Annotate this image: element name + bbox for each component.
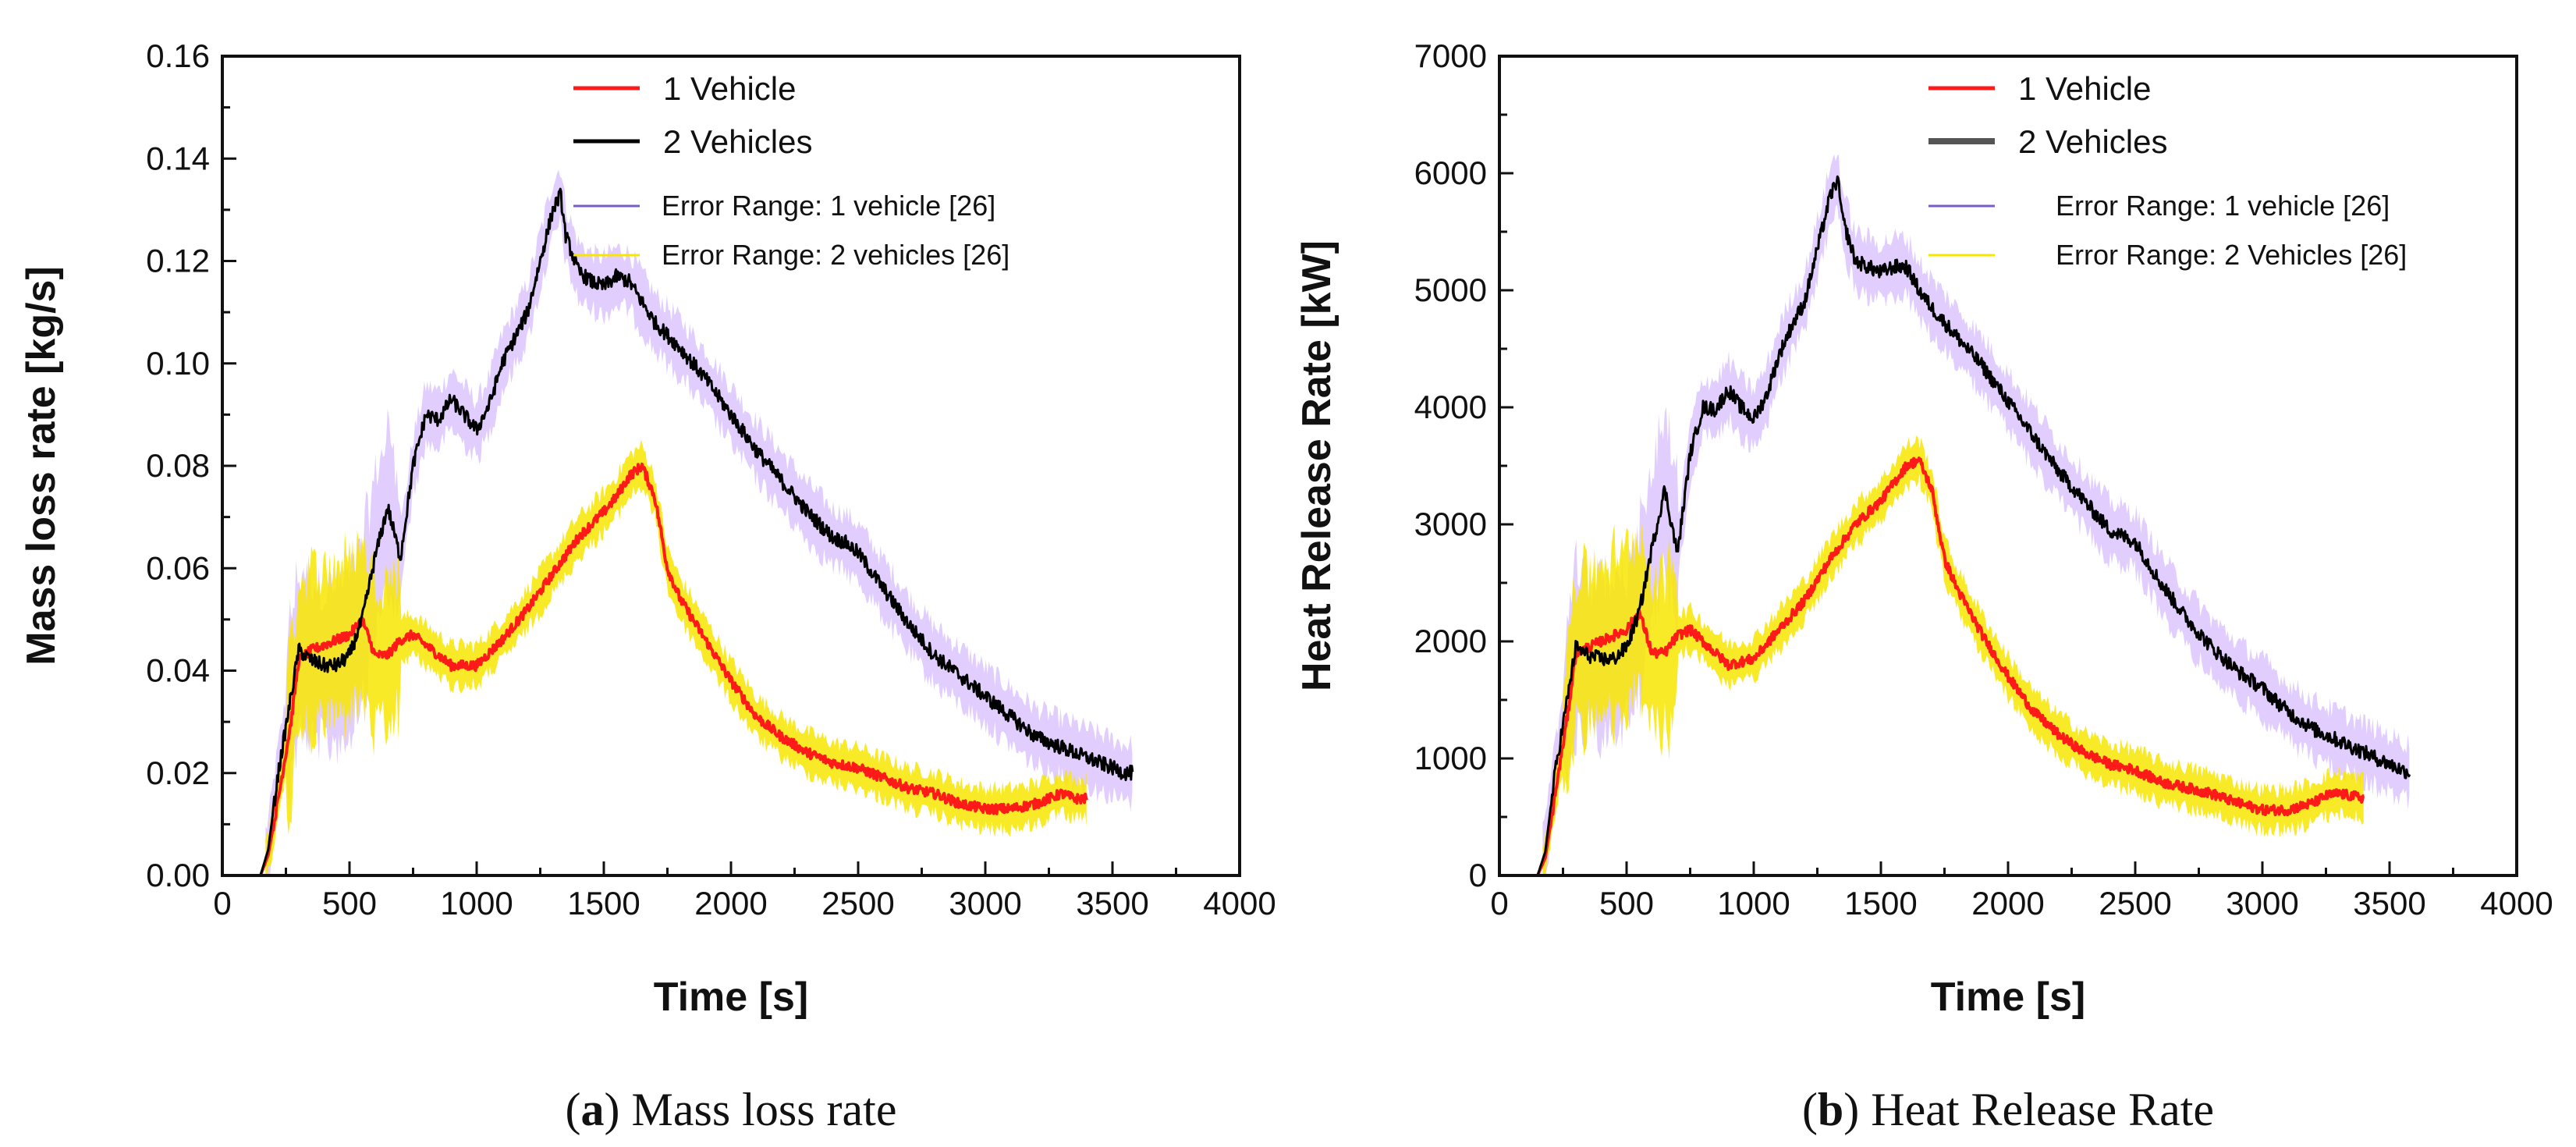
legend-label-2vehicles-b: 2 Vehicles — [2018, 123, 2167, 160]
error-band-1vehicle-b — [1542, 435, 2364, 875]
x-tick-label: 2000 — [694, 885, 767, 922]
y-tick-label: 0.10 — [146, 345, 210, 382]
x-tick-label: 4000 — [2480, 885, 2553, 922]
y-tick-label: 0 — [1469, 857, 1487, 893]
x-tick-label: 1000 — [440, 885, 513, 922]
legend-label-1vehicle-a: 1 Vehicle — [663, 70, 796, 107]
x-tick-label: 3000 — [949, 885, 1021, 922]
legend-a: 1 Vehicle 2 Vehicles Error Range: 1 vehi… — [573, 70, 1009, 271]
x-tick-label: 3000 — [2226, 885, 2298, 922]
caption-text-b: ) Heat Release Rate — [1843, 1084, 2214, 1135]
y-tick-label: 1000 — [1414, 740, 1487, 776]
ticks-a: 0 500 1000 1500 2000 2500 3000 3500 4000 0.00 0.02… — [146, 37, 1276, 922]
data-lines-a — [222, 187, 1134, 877]
x-tick-label: 1500 — [1844, 885, 1917, 922]
legend-label-2vehicles-a: 2 Vehicles — [663, 123, 812, 160]
x-tick-label: 3500 — [1076, 885, 1148, 922]
legend-label-err2-a: Error Range: 2 vehicles [26] — [662, 239, 1009, 271]
data-lines-b — [1499, 175, 2411, 877]
error-band-1vehicle-a — [265, 439, 1087, 875]
x-axis-title-b: Time [s] — [1931, 975, 2085, 1020]
x-tick-label: 0 — [213, 885, 231, 922]
error-band-1vehicle — [265, 439, 1087, 875]
y-tick-label: 5000 — [1414, 272, 1487, 308]
y-tick-label: 6000 — [1414, 154, 1487, 191]
series-line-2vehicles — [1499, 175, 2411, 877]
error-band-2vehicles-a — [265, 169, 1133, 876]
x-tick-label: 4000 — [1203, 885, 1276, 922]
series-line-2vehicles — [222, 187, 1134, 877]
legend-label-err1-a: Error Range: 1 vehicle [26] — [662, 190, 995, 222]
y-tick-label: 7000 — [1414, 37, 1487, 74]
y-tick-label: 0.02 — [146, 755, 210, 791]
y-tick-label: 0.00 — [146, 857, 210, 893]
series-line-1vehicle — [1499, 456, 2365, 877]
chart-panel-a: 0 500 1000 1500 2000 2500 3000 3500 4000 0.00 0.02… — [19, 37, 1276, 1135]
y-tick-label: 2000 — [1414, 623, 1487, 659]
legend-label-err1-b: Error Range: 1 vehicle [26] — [2056, 190, 2390, 222]
y-tick-label: 0.08 — [146, 447, 210, 484]
error-band-2vehicles — [265, 169, 1133, 876]
caption-a: (a) Mass loss rate — [566, 1084, 897, 1135]
x-tick-label: 2500 — [2099, 885, 2171, 922]
caption-text-a: ) Mass loss rate — [605, 1084, 897, 1135]
legend-b: 1 Vehicle 2 Vehicles Error Range: 1 vehi… — [1928, 70, 2407, 271]
x-tick-label: 2500 — [821, 885, 894, 922]
x-tick-label: 500 — [322, 885, 377, 922]
x-tick-label: 2000 — [1971, 885, 2044, 922]
y-tick-label: 4000 — [1414, 389, 1487, 425]
x-tick-label: 3500 — [2353, 885, 2425, 922]
y-tick-label: 0.06 — [146, 549, 210, 586]
x-tick-label: 1000 — [1717, 885, 1790, 922]
y-tick-label: 0.16 — [146, 37, 210, 74]
x-tick-label: 0 — [1490, 885, 1508, 922]
chart-panel-b: 0 500 1000 1500 2000 2500 3000 3500 4000 0 1000 200… — [1294, 37, 2553, 1135]
caption-letter-b: b — [1818, 1084, 1843, 1135]
caption-letter-a: a — [581, 1084, 605, 1135]
y-tick-label: 3000 — [1414, 506, 1487, 542]
error-band-1vehicle — [1542, 435, 2364, 875]
caption-open-a: ( — [566, 1084, 581, 1135]
caption-open-b: ( — [1802, 1084, 1818, 1135]
y-tick-label: 0.12 — [146, 243, 210, 279]
y-axis-title-a: Mass loss rate [kg/s] — [19, 266, 64, 666]
x-tick-label: 1500 — [567, 885, 640, 922]
x-axis-title-a: Time [s] — [654, 975, 808, 1020]
y-tick-label: 0.14 — [146, 140, 210, 176]
caption-b: (b) Heat Release Rate — [1802, 1084, 2214, 1135]
y-axis-title-b: Heat Release Rate [kW] — [1294, 240, 1339, 691]
x-tick-label: 500 — [1599, 885, 1654, 922]
legend-label-1vehicle-b: 1 Vehicle — [2018, 70, 2151, 107]
y-tick-label: 0.04 — [146, 652, 210, 689]
legend-label-err2-b: Error Range: 2 Vehicles [26] — [2056, 239, 2407, 271]
ticks-b: 0 500 1000 1500 2000 2500 3000 3500 4000 0 1000 200… — [1414, 37, 2553, 922]
series-line-1vehicle — [222, 462, 1088, 877]
